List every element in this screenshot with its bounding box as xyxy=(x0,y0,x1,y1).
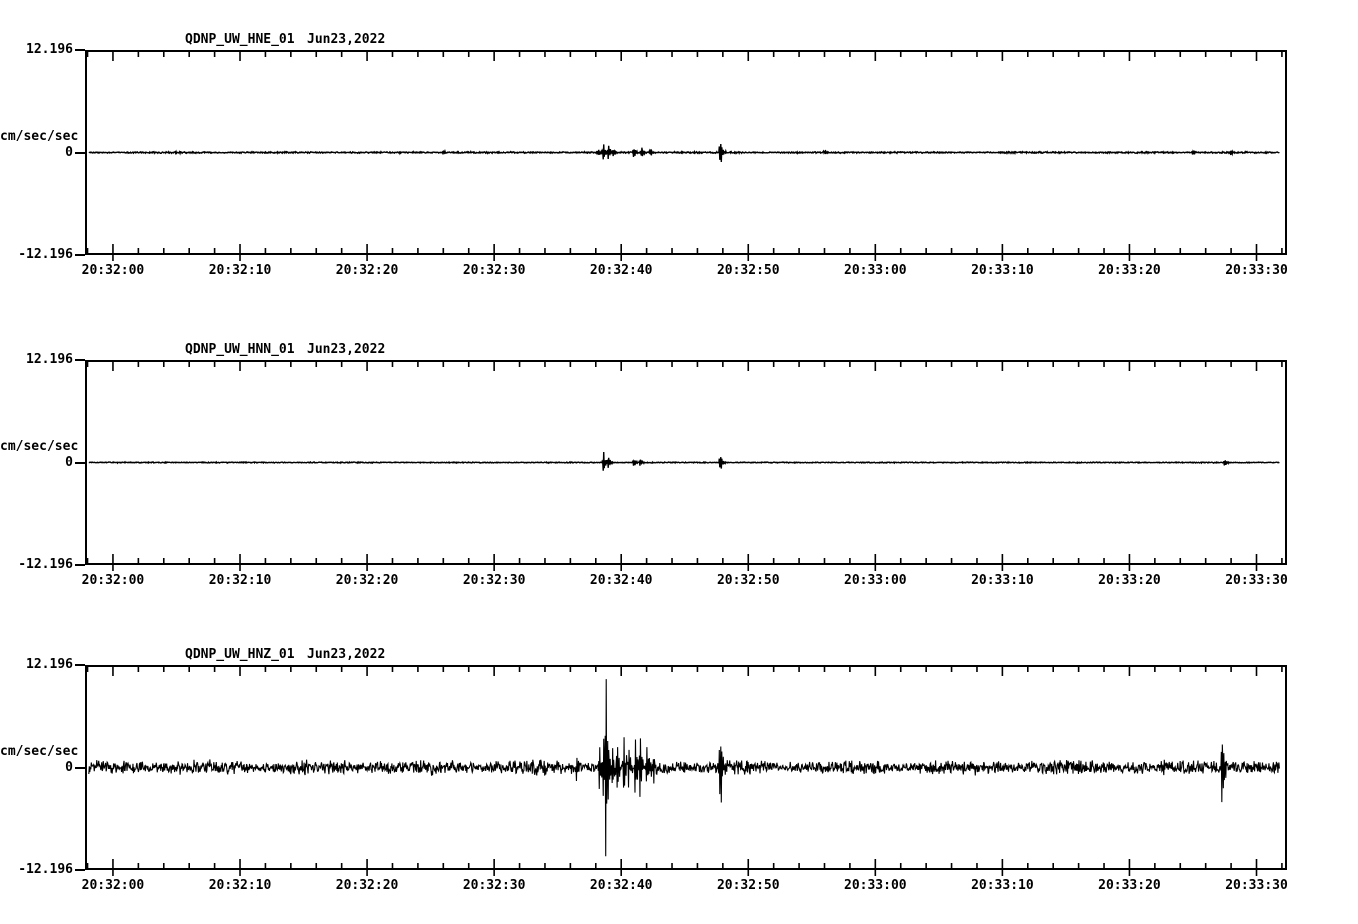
y-tick-label: -12.196 xyxy=(18,557,73,572)
y-tick-mark xyxy=(75,461,85,464)
axis-ticks xyxy=(86,361,1283,571)
x-tick-label: 20:33:10 xyxy=(971,263,1034,278)
panel-date: Jun23,2022 xyxy=(307,647,386,662)
x-tick-label: 20:32:40 xyxy=(589,573,653,588)
x-tick-label: 20:33:20 xyxy=(1098,878,1161,893)
y-tick-mark xyxy=(75,664,85,666)
x-tick-label: 20:32:20 xyxy=(335,263,399,278)
x-tick-label: 20:32:30 xyxy=(462,878,526,893)
x-tick-label: 20:32:10 xyxy=(208,573,272,588)
y-tick-label: -12.196 xyxy=(18,862,73,877)
panel-date: Jun23,2022 xyxy=(307,32,386,47)
y-tick-mark xyxy=(75,49,85,51)
y-tick-mark xyxy=(75,564,85,566)
x-tick-label: 20:33:00 xyxy=(844,263,907,278)
x-tick-label: 20:33:00 xyxy=(844,573,907,588)
y-axis-unit-label: cm/sec/sec xyxy=(0,128,79,144)
x-tick-label: 20:33:10 xyxy=(971,878,1034,893)
y-tick-mark xyxy=(75,869,85,871)
x-tick-label: 20:32:20 xyxy=(335,878,399,893)
x-tick-label: 20:33:30 xyxy=(1225,263,1288,278)
y-tick-label: 0 xyxy=(65,144,73,160)
x-tick-label: 20:32:50 xyxy=(716,263,780,278)
x-tick-label: 20:32:10 xyxy=(208,878,272,893)
y-tick-label: 12.196 xyxy=(26,657,73,672)
panel-title: QDNP_UW_HNN_01 xyxy=(185,342,295,357)
waveform-trace xyxy=(88,143,1280,162)
y-axis-unit-label: cm/sec/sec xyxy=(0,438,79,454)
x-tick-label: 20:33:30 xyxy=(1225,573,1288,588)
x-tick-label: 20:32:30 xyxy=(462,573,526,588)
x-tick-label: 20:33:20 xyxy=(1098,263,1161,278)
y-tick-mark xyxy=(75,359,85,361)
y-tick-mark xyxy=(75,766,85,769)
panel-title: QDNP_UW_HNZ_01 xyxy=(185,647,295,662)
waveform-trace xyxy=(88,451,1280,471)
x-tick-label: 20:33:10 xyxy=(971,573,1034,588)
x-tick-label: 20:32:10 xyxy=(208,263,272,278)
y-tick-label: 0 xyxy=(65,454,73,470)
y-tick-mark xyxy=(75,151,85,154)
waveform-trace xyxy=(88,679,1280,857)
x-tick-label: 20:32:50 xyxy=(716,878,780,893)
y-axis-unit-label: cm/sec/sec xyxy=(0,743,79,759)
y-tick-label: 12.196 xyxy=(26,42,73,57)
y-tick-mark xyxy=(75,254,85,256)
y-tick-label: 12.196 xyxy=(26,352,73,367)
x-tick-label: 20:32:30 xyxy=(462,263,526,278)
x-tick-label: 20:32:00 xyxy=(81,573,145,588)
x-tick-label: 20:32:00 xyxy=(81,878,145,893)
axis-ticks xyxy=(86,666,1283,876)
x-tick-label: 20:32:40 xyxy=(589,263,653,278)
panel-title: QDNP_UW_HNE_01 xyxy=(185,32,295,47)
x-tick-label: 20:32:00 xyxy=(81,263,145,278)
axis-ticks xyxy=(86,51,1283,261)
x-tick-label: 20:32:50 xyxy=(716,573,780,588)
x-tick-label: 20:33:30 xyxy=(1225,878,1288,893)
y-tick-label: -12.196 xyxy=(18,247,73,262)
panel-date: Jun23,2022 xyxy=(307,342,386,357)
x-tick-label: 20:32:20 xyxy=(335,573,399,588)
y-tick-label: 0 xyxy=(65,759,73,775)
x-tick-label: 20:33:00 xyxy=(844,878,907,893)
x-tick-label: 20:33:20 xyxy=(1098,573,1161,588)
x-tick-label: 20:32:40 xyxy=(589,878,653,893)
